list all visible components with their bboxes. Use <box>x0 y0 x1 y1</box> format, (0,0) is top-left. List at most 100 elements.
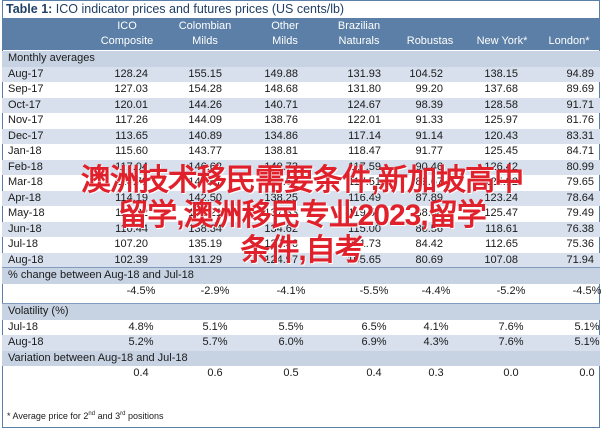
cell-value: 124.97 <box>264 253 298 266</box>
cell-value: 81.76 <box>566 114 594 126</box>
cell-value: 140.53 <box>264 176 298 188</box>
cell-value: 131.93 <box>347 67 381 80</box>
cell-value: 125.97 <box>484 114 518 126</box>
cell-value: 131.80 <box>347 83 381 95</box>
cell-value: 89.69 <box>566 83 594 95</box>
cell-value: 115.60 <box>115 145 148 157</box>
cell-value: 86.56 <box>415 222 443 235</box>
cell-value: 135.19 <box>188 238 222 250</box>
cell-value: 99.20 <box>415 83 443 95</box>
table-row: Dec-17 113.65 140.89 134.86 117.14 91.14 120.4… <box>2 128 600 144</box>
table-row: Feb-18 117.04 146.62 140.73 117.59 90.46 126.4… <box>2 159 600 175</box>
cell-value: 154.28 <box>188 83 222 95</box>
section-heading-variation: Variation between Aug-18 and Jul-18 <box>2 350 600 366</box>
row-label: Jan-18 <box>8 145 42 157</box>
row-label: % change between Aug-18 and Jul-18 <box>8 269 194 281</box>
row-label: Aug-17 <box>8 67 44 80</box>
cell-value: -2.9% <box>200 284 230 297</box>
cell-value: 115.32 <box>115 207 148 219</box>
cell-value: 137.33 <box>264 207 298 219</box>
cell-value: 140.73 <box>264 160 298 173</box>
cell-value: 102.39 <box>114 253 148 266</box>
cell-value: 0.4 <box>366 367 382 379</box>
cell-value: 87.89 <box>415 191 443 204</box>
row-label: Mar-18 <box>8 176 43 188</box>
cell-value: 78.64 <box>566 191 594 204</box>
cell-value: 6.0% <box>278 336 304 348</box>
cell-value: 117.04 <box>115 160 148 173</box>
table-row: Oct-17 120.01 144.26 140.71 124.67 98.39 128.5… <box>2 97 600 113</box>
cell-value: 142.50 <box>188 191 222 204</box>
row-label: Jul-18 <box>8 238 38 250</box>
cell-value: 128.58 <box>484 98 518 111</box>
row-label: Dec-17 <box>8 129 44 142</box>
cell-value: -4.4% <box>421 284 451 297</box>
cell-value: 155.15 <box>188 67 222 80</box>
cell-value: 91.33 <box>415 114 443 126</box>
cell-value: 80.69 <box>415 253 443 266</box>
cell-value: 127.03 <box>114 83 148 95</box>
cell-value: 79.49 <box>566 207 594 219</box>
row-label: Monthly averages <box>8 52 95 64</box>
cell-value: 0.4 <box>133 367 149 379</box>
cell-value: 83.31 <box>566 129 594 142</box>
table-title: Table 1: ICO indicator prices and future… <box>6 2 345 16</box>
cell-value: 137.68 <box>484 83 518 95</box>
row-label: Aug-18 <box>8 253 44 266</box>
cell-value: 134.86 <box>264 129 298 142</box>
cell-value: 4.8% <box>128 320 154 333</box>
cell-value: 84.42 <box>415 238 443 250</box>
section-divider <box>2 303 600 304</box>
table-row: May-18 115.32 143.21 137.33 119.57 88.38 125.4… <box>2 206 600 222</box>
table-row: Apr-18 114.19 142.50 138.25 116.49 87.89 123.2… <box>2 190 600 206</box>
table-row: Jan-18 115.60 143.77 138.81 118.47 91.77 125.4… <box>2 144 600 160</box>
cell-value: 105.65 <box>347 253 381 266</box>
col-header-london: London* <box>548 35 590 47</box>
cell-value: 5.1% <box>574 336 600 348</box>
cell-value: -5.2% <box>496 284 526 297</box>
cell-value: -4.1% <box>276 284 306 297</box>
cell-value: 5.7% <box>202 336 228 348</box>
table-row-variation: 0.4 0.6 0.5 0.4 0.3 0.0 0.0 <box>2 366 600 382</box>
table-row: Mar-18 116.78 147.67 140.53 117.51 89.67 125.8… <box>2 175 600 191</box>
cell-value: 116.78 <box>115 176 148 188</box>
table-row: Aug-17 128.24 155.15 149.88 131.93 104.52 138.… <box>2 66 600 82</box>
cell-value: 94.89 <box>566 67 594 80</box>
cell-value: 140.89 <box>188 129 222 142</box>
cell-value: 0.3 <box>428 367 444 379</box>
table-row: Aug-18 102.39 131.29 124.97 105.65 80.69 107.0… <box>2 252 600 268</box>
cell-value: 112.65 <box>485 238 518 250</box>
cell-value: 117.51 <box>348 176 381 188</box>
cell-value: 120.43 <box>484 129 518 142</box>
row-label: May-18 <box>8 207 45 219</box>
cell-value: 116.49 <box>348 191 381 204</box>
row-label: Apr-18 <box>8 191 42 204</box>
cell-value: 75.36 <box>566 238 594 250</box>
cell-value: 0.0 <box>503 367 519 379</box>
cell-value: 143.21 <box>188 207 222 219</box>
cell-value: 88.38 <box>415 207 443 219</box>
cell-value: 118.47 <box>348 145 381 157</box>
cell-value: -4.5% <box>572 284 602 297</box>
table-row: Nov-17 117.26 144.09 138.76 122.01 91.33 125.9… <box>2 113 600 129</box>
cell-value: 138.76 <box>264 114 298 126</box>
cell-value: 91.71 <box>566 98 594 111</box>
cell-value: 91.77 <box>415 145 443 157</box>
cell-value: 138.25 <box>264 191 298 204</box>
cell-value: 144.26 <box>188 98 222 111</box>
cell-value: 125.45 <box>484 145 518 157</box>
cell-value: 117.14 <box>348 129 381 142</box>
cell-value: 5.2% <box>128 336 154 348</box>
cell-value: 144.09 <box>188 114 222 126</box>
cell-value: 125.47 <box>484 207 518 219</box>
section-heading-volatility: Volatility (%) <box>2 304 600 320</box>
cell-value: 110.44 <box>115 222 148 235</box>
cell-value: 131.29 <box>188 253 222 266</box>
section-heading-monthly: Monthly averages <box>2 51 600 67</box>
cell-value: 89.67 <box>415 176 443 188</box>
cell-value: 143.77 <box>188 145 222 157</box>
row-label: Nov-17 <box>8 114 44 126</box>
col-header-colombian-milds: Colombian Milds <box>178 20 232 47</box>
cell-value: 114.19 <box>115 191 148 204</box>
cell-value: 107.08 <box>484 253 518 266</box>
